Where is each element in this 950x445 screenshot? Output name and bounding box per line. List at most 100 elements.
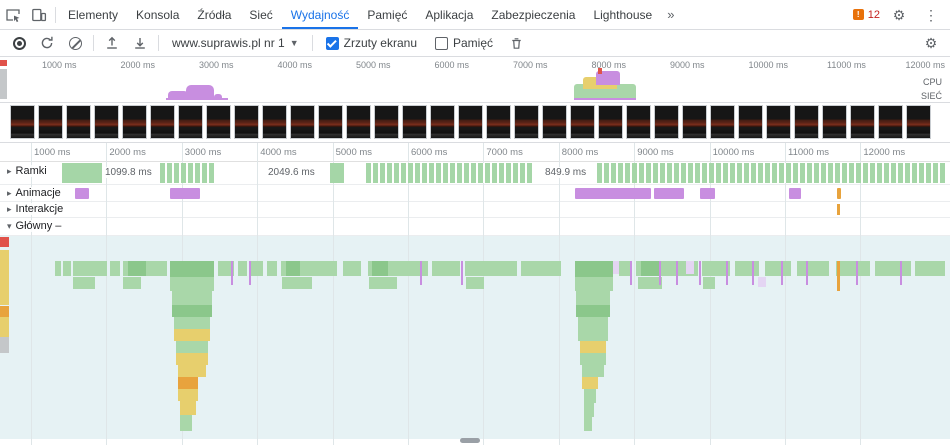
flame-bar[interactable] [63,261,71,276]
flame-bar[interactable] [343,261,361,276]
flame-bar[interactable] [180,415,192,431]
flame-bar[interactable] [178,377,198,389]
tab-application[interactable]: Aplikacja [425,7,474,22]
screenshot-thumbnail[interactable] [318,105,343,139]
animation-block[interactable] [700,188,715,199]
flame-bar[interactable] [836,261,870,276]
frame-block[interactable] [160,163,216,183]
flame-bar[interactable] [582,365,604,377]
flame-bar[interactable] [582,377,598,389]
flame-bar[interactable] [797,261,829,276]
overview-track[interactable]: CPU SIEĆ 1000 ms 2000 ms 3000 ms 4000 ms 500… [0,57,950,103]
flame-bar[interactable] [576,291,610,305]
flame-bar[interactable] [180,401,196,415]
animation-block[interactable] [837,188,841,199]
flame-bar[interactable] [369,277,397,289]
screenshot-thumbnail[interactable] [598,105,623,139]
flame-bar[interactable] [578,317,608,329]
flame-bar[interactable] [806,261,808,285]
flame-bar[interactable] [465,261,517,276]
screenshot-thumbnail[interactable] [458,105,483,139]
screenshot-thumbnail[interactable] [346,105,371,139]
flame-bar[interactable] [781,261,783,285]
frame-block[interactable] [62,163,102,183]
load-profile-icon[interactable] [99,31,125,55]
flame-bar[interactable] [686,261,694,274]
frame-block[interactable] [597,163,945,183]
flame-bar[interactable] [703,277,715,289]
flame-bar[interactable] [372,261,388,276]
more-tabs-button[interactable]: » [667,7,675,22]
memory-checkbox[interactable]: Pamięć [427,36,501,50]
frames-track-label[interactable]: ▸ Ramki [4,165,50,177]
flame-bar[interactable] [915,261,945,276]
animations-track-label[interactable]: ▸ Animacje [4,187,64,199]
flame-bar[interactable] [580,341,606,353]
main-canvas[interactable]: ▸ Ramki ▸ Animacje ▸ Interakcje ▾ Główny… [0,143,950,445]
flame-bar[interactable] [55,261,61,276]
save-profile-icon[interactable] [127,31,153,55]
flame-bar[interactable] [249,261,251,285]
flame-bar[interactable] [73,261,107,276]
screenshot-thumbnail[interactable] [710,105,735,139]
screenshot-thumbnail[interactable] [626,105,651,139]
screenshot-thumbnail[interactable] [794,105,819,139]
screenshot-thumbnail[interactable] [10,105,35,139]
flame-bar[interactable] [726,261,728,285]
flame-bar[interactable] [420,261,422,285]
flame-bar[interactable] [0,317,9,337]
flame-bar[interactable] [521,261,561,276]
settings-gear-icon[interactable]: ⚙ [892,6,906,23]
screenshot-thumbnail[interactable] [402,105,427,139]
flame-bar[interactable] [176,353,208,365]
flame-bar[interactable] [752,261,754,285]
tab-network[interactable]: Sieć [249,7,273,22]
flame-bar[interactable] [231,261,233,285]
tab-security[interactable]: Zabezpieczenia [491,7,576,22]
flame-bar[interactable] [0,337,9,353]
flame-bar[interactable] [900,261,902,285]
flame-bar[interactable] [699,261,701,285]
flame-bar[interactable] [282,277,312,289]
flame-bar[interactable] [466,277,484,289]
flame-bar[interactable] [576,305,610,317]
capture-settings-gear-icon[interactable]: ⚙ [924,35,938,51]
screenshot-thumbnail[interactable] [766,105,791,139]
screenshot-thumbnail[interactable] [150,105,175,139]
screenshot-thumbnail[interactable] [738,105,763,139]
flame-bar[interactable] [765,261,791,276]
flame-bar[interactable] [174,329,210,341]
screenshot-thumbnail[interactable] [66,105,91,139]
profile-history-select[interactable]: www.suprawis.pl nr 1 ▼ [164,36,307,50]
screenshot-thumbnail[interactable] [542,105,567,139]
screenshot-thumbnail[interactable] [374,105,399,139]
flame-bar[interactable] [611,261,619,274]
flame-bar[interactable] [702,261,730,276]
flame-bar[interactable] [856,261,858,285]
flame-bar[interactable] [170,261,214,277]
flame-bar[interactable] [584,389,596,403]
screenshot-thumbnail[interactable] [94,105,119,139]
screenshot-thumbnail[interactable] [850,105,875,139]
flame-bar[interactable] [630,261,632,285]
screenshots-checkbox[interactable]: Zrzuty ekranu [318,36,425,50]
flame-bar[interactable] [584,403,594,417]
flame-bar[interactable] [461,261,463,285]
screenshot-thumbnail[interactable] [514,105,539,139]
screenshot-thumbnail[interactable] [486,105,511,139]
screenshot-thumbnail[interactable] [262,105,287,139]
screenshot-thumbnail[interactable] [234,105,259,139]
flame-bar[interactable] [735,261,759,276]
flame-bar[interactable] [172,291,212,305]
flame-bar[interactable] [619,261,631,276]
flame-bar[interactable] [267,261,277,276]
screenshot-thumbnail[interactable] [654,105,679,139]
screenshot-thumbnail[interactable] [906,105,931,139]
animation-block[interactable] [75,188,89,199]
flame-bar[interactable] [578,329,608,341]
screenshot-thumbnail[interactable] [178,105,203,139]
clear-button[interactable] [62,31,88,55]
flame-bar[interactable] [238,261,247,276]
flame-bar[interactable] [575,261,613,277]
animation-block[interactable] [789,188,801,199]
